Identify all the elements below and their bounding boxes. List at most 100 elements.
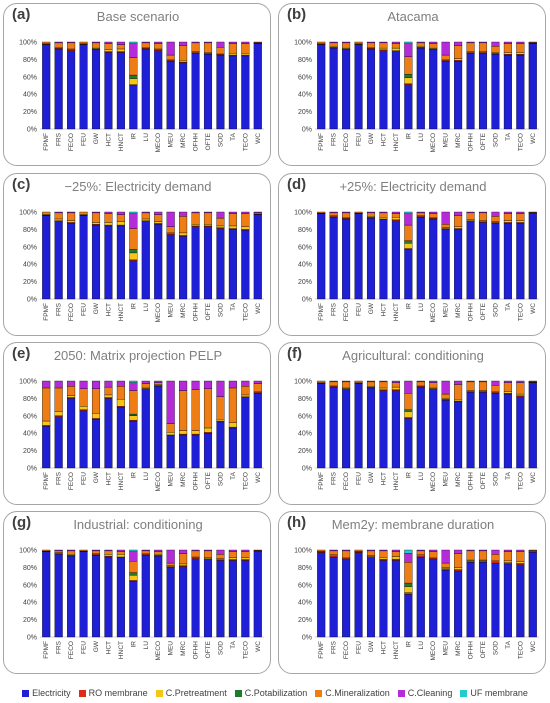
bar-segment [516,220,525,223]
bar-segment [154,50,163,130]
bar-segment [166,226,175,234]
y-tick-label: 40% [23,600,37,607]
bar-segment [379,550,388,558]
y-tick-label: 60% [298,244,312,251]
bar-segment [228,213,237,227]
bar-segment [154,549,163,552]
bar-segment [91,212,101,223]
bar-segment [241,213,250,227]
bar-segment [166,211,175,227]
bar-segment [203,550,213,559]
bar-segment [441,224,450,228]
bar-segment [154,214,163,222]
legend-item: C.Cleaning [397,686,452,700]
bar-segment [141,389,150,469]
bar-segment [241,55,250,130]
bar-segment [516,551,525,562]
bar-segment [317,44,326,130]
bar-segment [191,389,200,431]
bar-segment [454,215,463,227]
x-tick-label: TA [230,132,237,140]
panel-label: (f) [287,345,302,362]
bar-segment [404,553,413,563]
y-tick-label: 40% [298,431,312,438]
bar-segment [503,52,512,55]
bar-segment [503,563,512,638]
bar-segment [79,211,88,215]
x-tick-label: GW [93,302,100,314]
bar-segment [191,226,200,300]
bar-segment [516,563,525,565]
bar-segment [116,554,125,558]
bar-segment [104,222,113,226]
bar-segment [141,212,150,220]
bar-segment [241,226,250,230]
bar-segment [379,47,388,51]
bar-segment [404,418,413,469]
x-tick-label: WC [530,133,537,144]
bar-segment [317,380,326,383]
bar-segment [116,214,125,222]
legend-label: RO membrane [88,688,148,698]
bar-segment [129,382,138,391]
bar-segment [166,432,175,436]
y-tick-label: 40% [23,262,37,269]
bar-segment [429,49,438,130]
bar-segment [42,551,51,638]
x-tick-label: LU [143,641,150,650]
x-tick-label: FEU [81,472,88,485]
bar-segment [404,393,413,410]
bar-segment [104,41,113,44]
bar-segment [67,42,76,50]
bar-segment [129,549,138,552]
bar-segment [416,556,425,638]
x-tick-label: MECO [430,472,437,492]
bar-segment [454,401,463,469]
x-tick-label: FECO [68,133,75,151]
bar-segment [404,249,413,300]
bar-segment [129,78,138,85]
bar-segment [253,211,262,214]
bar-segment [191,211,200,214]
bar-segment [516,561,525,564]
panel-title: Mem2y: membrane duration [331,517,495,532]
panel-title: Agricultural: conditioning [342,348,484,363]
stacked-bar-chart: 0% 20% 40% 60% 80% 100% FPMF FRS FECO FEU GW HCT HNC… [294,548,539,661]
bar-segment [104,225,113,300]
bar-segment [141,218,150,221]
x-tick-label: FRS [331,640,338,654]
x-tick-label: MEU [443,303,450,318]
y-tick-label: 80% [23,396,37,403]
bar-segment [379,42,388,49]
x-tick-label: IR [130,303,137,310]
legend-item: C.Pretreatment [155,686,227,700]
x-tick-label: OFTE [480,640,487,658]
bar-segment [154,221,163,224]
x-tick-label: TECO [242,303,249,321]
bar-segment [441,399,450,469]
bar-segment [404,211,413,214]
bar-segment [179,563,188,566]
y-tick-label: 80% [23,57,37,64]
x-tick-label: FPMF [318,133,325,151]
bar-segment [141,48,150,130]
bar-segment [203,427,213,433]
bar-segment [503,220,512,223]
bar-segment [441,54,450,60]
legend-swatch [155,689,163,697]
bar-segment [129,252,138,261]
bar-segment [116,551,125,555]
bar-segment [116,44,125,50]
bar-segment [466,550,475,561]
bar-segment [241,557,250,560]
y-tick-label: 100% [294,40,312,47]
bar-segment [416,549,425,552]
panel-label: (g) [12,514,32,531]
bar-segment [528,382,537,469]
x-tick-label: IR [130,641,137,648]
x-tick-label: FRS [331,471,338,485]
bar-segment [354,552,363,638]
x-tick-label: HCT [380,472,387,485]
bar-segment [366,48,376,130]
bar-segment [466,212,475,221]
